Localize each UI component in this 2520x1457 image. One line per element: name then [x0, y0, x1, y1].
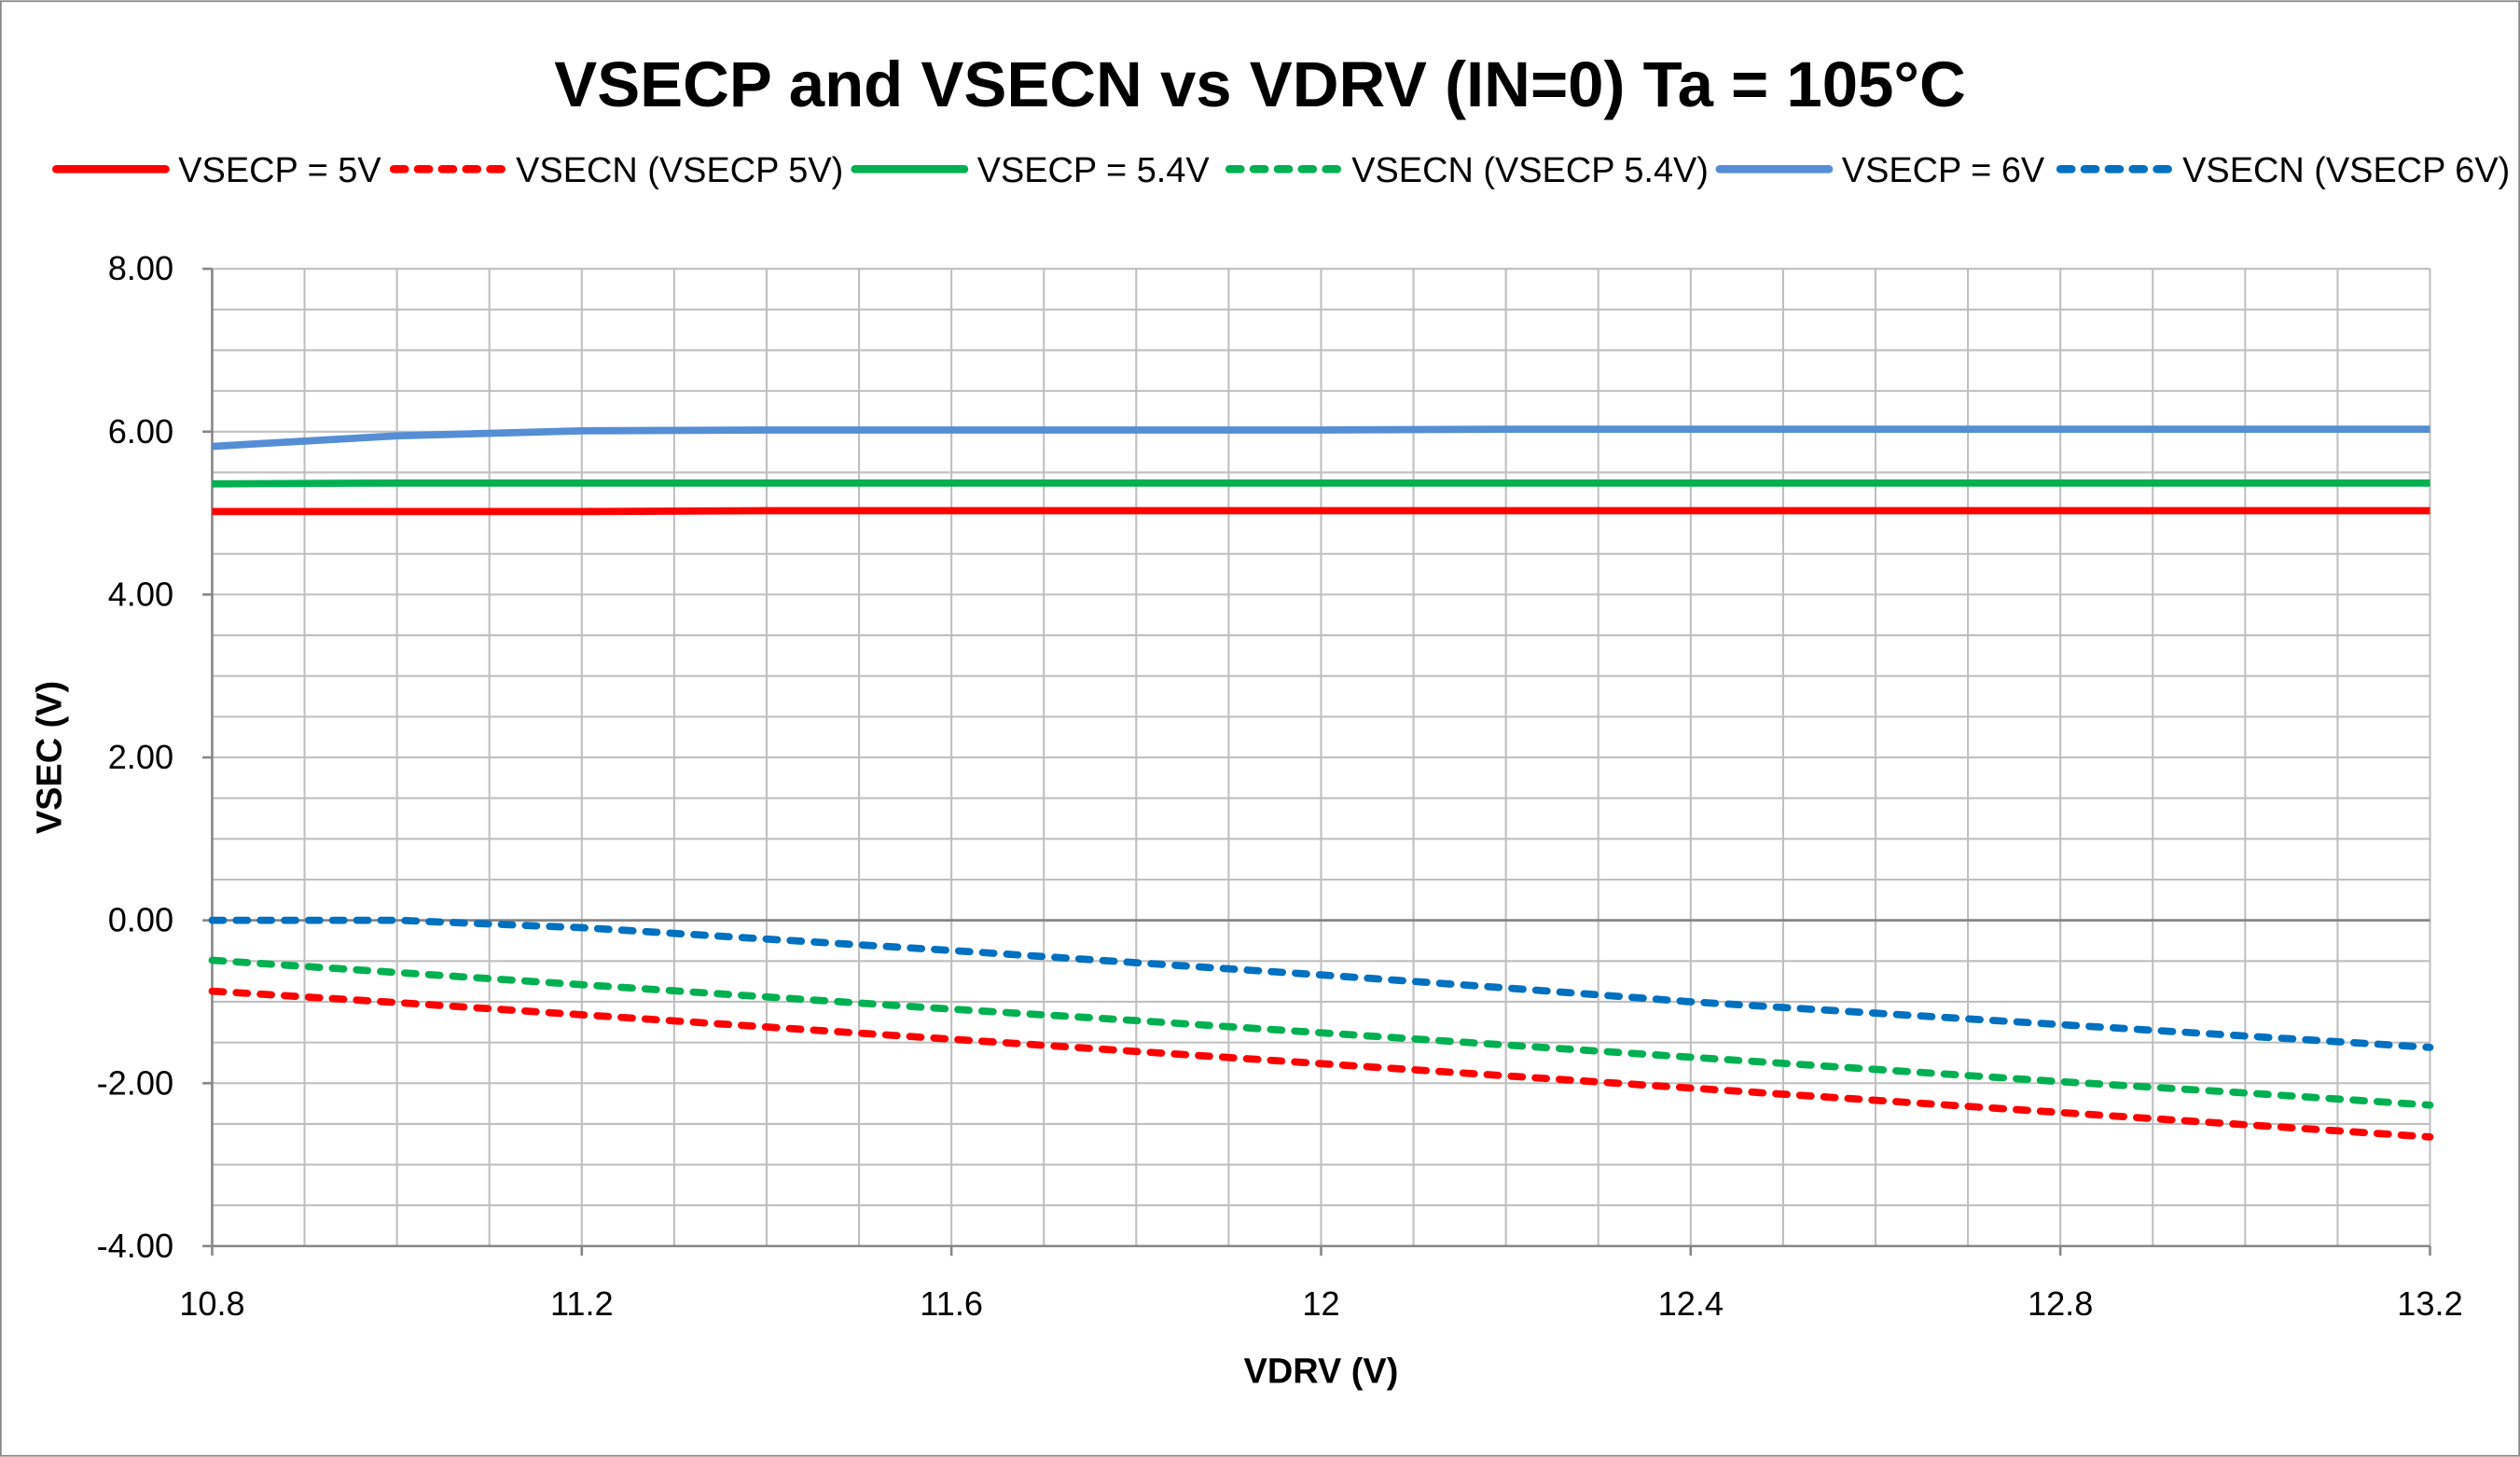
legend-item: VSECN (VSECP 5V): [389, 151, 843, 190]
y-tick-label: 6.00: [108, 412, 173, 451]
y-axis-label: VSEC (V): [30, 681, 69, 834]
y-tick-label: -4.00: [97, 1227, 173, 1265]
legend-item: VSECP = 6V: [1715, 151, 2045, 190]
x-tick-label: 11.6: [920, 1284, 983, 1323]
legend-label: VSECP = 6V: [1842, 151, 2045, 190]
series-line-3: [212, 479, 2430, 488]
legend-item: VSECP = 5V: [52, 151, 381, 190]
y-tick-label: 2.00: [108, 738, 173, 776]
series-line-4: [208, 956, 2434, 1109]
x-tick-label: 10.8: [179, 1284, 244, 1323]
legend-item: VSECN (VSECP 5.4V): [1225, 151, 1709, 190]
x-axis-label: VDRV (V): [1244, 1352, 1399, 1391]
y-tick-label: -2.00: [97, 1063, 173, 1102]
series-line-1: [212, 506, 2430, 516]
chart-title: VSECP and VSECN vs VDRV (IN=0) Ta = 105°…: [554, 49, 1965, 120]
y-tick-label: 8.00: [108, 249, 173, 287]
legend-label: VSECN (VSECP 5V): [516, 151, 843, 190]
legend-item: VSECN (VSECP 6V): [2056, 151, 2510, 190]
legend-label: VSECN (VSECP 6V): [2182, 151, 2510, 190]
x-tick-label: 13.2: [2397, 1284, 2462, 1323]
x-tick-label: 11.2: [550, 1284, 614, 1323]
legend: VSECP = 5V VSECN (VSECP 5V) VSECP = 5.4V VS…: [52, 151, 2510, 190]
y-tick-label: 0.00: [108, 901, 173, 939]
x-tick-label: 12.4: [1658, 1284, 1724, 1323]
series-group: [208, 425, 2434, 1141]
x-tick-label: 12.8: [2028, 1284, 2093, 1323]
legend-label: VSECP = 5V: [178, 151, 381, 190]
legend-label: VSECN (VSECP 5.4V): [1351, 151, 1709, 190]
y-tick-label: 4.00: [108, 575, 173, 613]
x-tick-label: 12: [1302, 1284, 1339, 1323]
series-line-5: [212, 425, 2430, 451]
legend-label: VSECP = 5.4V: [977, 151, 1211, 190]
legend-item: VSECP = 5.4V: [851, 151, 1211, 190]
